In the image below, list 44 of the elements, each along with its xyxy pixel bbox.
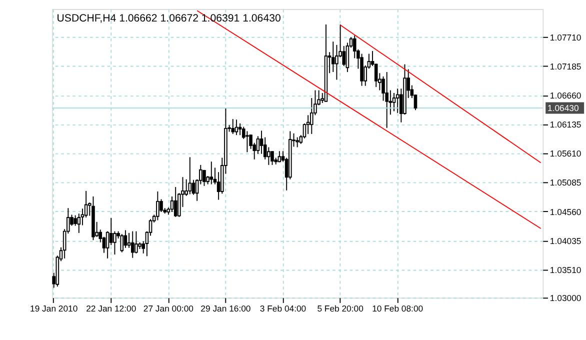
candlestick bbox=[188, 156, 192, 195]
y-tick-label: 1.03000 bbox=[550, 293, 582, 304]
y-tick-label: 1.07710 bbox=[550, 32, 582, 43]
x-tick-label: 27 Jan 00:00 bbox=[143, 304, 194, 314]
candlestick bbox=[306, 114, 310, 134]
candlestick bbox=[392, 92, 396, 112]
y-tick-label: 1.06135 bbox=[550, 120, 582, 130]
candlestick bbox=[396, 88, 400, 114]
y-tick-label: 1.04560 bbox=[550, 206, 582, 217]
y-tick-label: 1.03510 bbox=[550, 264, 582, 275]
candlestick bbox=[174, 186, 178, 218]
candlestick bbox=[234, 119, 238, 136]
candlestick bbox=[246, 130, 249, 153]
candlestick bbox=[267, 146, 270, 166]
candlestick bbox=[130, 230, 134, 258]
y-tick-label: 1.05085 bbox=[550, 178, 582, 188]
x-tick-label: 3 Feb 04:00 bbox=[260, 304, 306, 314]
y-tick-label: 1.05610 bbox=[550, 148, 582, 159]
x-tick-label: 19 Jan 2010 bbox=[30, 304, 78, 314]
candlestick bbox=[156, 191, 160, 221]
candlestick bbox=[124, 230, 128, 248]
candlestick bbox=[238, 122, 242, 136]
y-tick-label: 1.07185 bbox=[550, 62, 582, 72]
candlestick bbox=[360, 53, 364, 86]
candlestick bbox=[109, 218, 113, 246]
x-tick-label: 29 Jan 16:00 bbox=[200, 304, 251, 314]
candlestick bbox=[113, 230, 116, 255]
x-tick-label: 5 Feb 20:00 bbox=[317, 304, 364, 314]
candlestick bbox=[385, 72, 388, 128]
x-tick-label: 10 Feb 08:00 bbox=[372, 304, 424, 314]
candlestick bbox=[231, 118, 235, 134]
candlestick bbox=[296, 136, 299, 148]
candlestick bbox=[202, 169, 206, 186]
candlestick bbox=[120, 234, 124, 253]
y-tick-label: 1.04035 bbox=[550, 236, 582, 246]
candlestick bbox=[210, 161, 214, 185]
candlestick bbox=[170, 196, 174, 212]
ref-line-label: 1.06430 bbox=[548, 102, 579, 113]
candlestick bbox=[134, 230, 138, 254]
candlestick bbox=[74, 214, 77, 226]
y-tick-label: 1.06660 bbox=[550, 90, 582, 101]
x-tick-label: 22 Jan 12:00 bbox=[86, 304, 136, 314]
candlestick bbox=[270, 150, 274, 166]
candlestick bbox=[331, 41, 335, 73]
